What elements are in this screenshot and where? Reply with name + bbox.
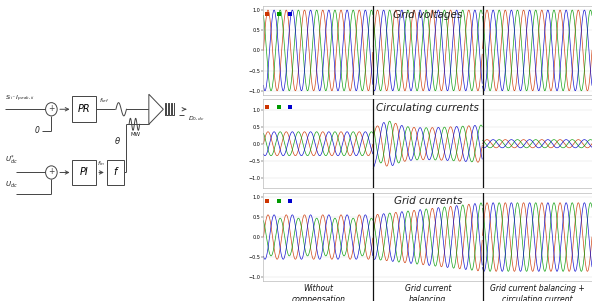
- Text: Grid current balancing +
circulating current
suppression: Grid current balancing + circulating cur…: [490, 284, 584, 301]
- Text: Without
compensation: Without compensation: [291, 284, 345, 301]
- Text: MW: MW: [130, 132, 140, 137]
- Bar: [107, 160, 124, 185]
- Circle shape: [46, 166, 57, 179]
- Text: $\theta$: $\theta$: [114, 135, 121, 146]
- Polygon shape: [149, 94, 163, 124]
- Text: +: +: [48, 104, 54, 113]
- Text: Circulating currents: Circulating currents: [377, 103, 479, 113]
- Text: Grid currents: Grid currents: [394, 196, 462, 206]
- Text: $U_{dc}$: $U_{dc}$: [5, 179, 18, 190]
- Text: 0: 0: [35, 126, 40, 135]
- Text: $D_{0,dc}$: $D_{0,dc}$: [188, 115, 205, 123]
- Text: PI: PI: [80, 167, 89, 177]
- Text: Grid current
balancing: Grid current balancing: [404, 284, 451, 301]
- Text: $S_{ii}\cdot I_{peak,ii}$: $S_{ii}\cdot I_{peak,ii}$: [5, 94, 36, 104]
- Text: Grid voltages: Grid voltages: [393, 10, 462, 20]
- Bar: [72, 160, 96, 185]
- Text: $f_{in}$: $f_{in}$: [98, 159, 105, 168]
- Text: $f_{ref}$: $f_{ref}$: [99, 96, 110, 105]
- Text: $U_{dc}^{*}$: $U_{dc}^{*}$: [5, 154, 18, 167]
- Circle shape: [46, 103, 57, 116]
- Text: +: +: [48, 167, 54, 176]
- Text: PR: PR: [78, 104, 91, 114]
- Text: f: f: [114, 167, 117, 177]
- Bar: [72, 96, 96, 122]
